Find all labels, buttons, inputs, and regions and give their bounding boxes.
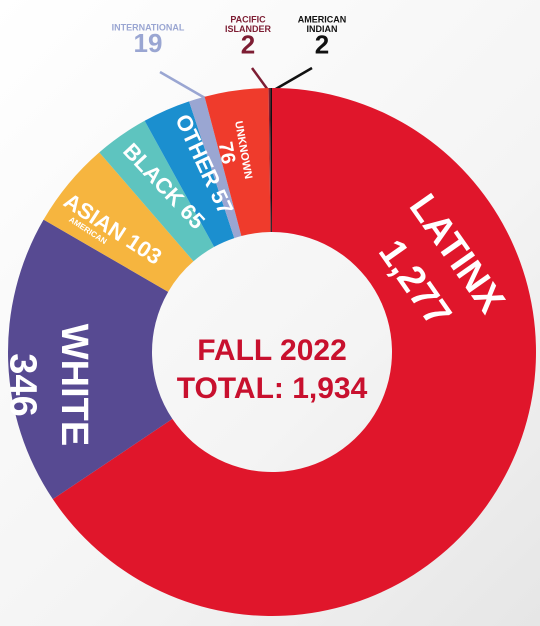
- category-name: INDIAN: [307, 24, 338, 34]
- category-name: WHITE: [53, 324, 95, 446]
- slice: [189, 96, 242, 239]
- value-label: 76: [214, 140, 240, 166]
- leader-line: [159, 70, 206, 100]
- slice: [43, 152, 194, 292]
- slice: [268, 88, 272, 233]
- category-name: PACIFIC: [230, 14, 266, 24]
- slice: [52, 88, 536, 616]
- slices: [8, 88, 536, 616]
- slice: [204, 88, 271, 236]
- slice: [99, 120, 215, 262]
- category-name: INTERNATIONAL: [112, 22, 185, 32]
- category-name: ISLANDER: [225, 24, 272, 34]
- value-label: 2: [241, 30, 255, 60]
- value-label: 346: [2, 353, 44, 416]
- value-label: 2: [315, 30, 329, 60]
- leader-line: [250, 67, 270, 91]
- center-total: TOTAL: 1,934: [177, 372, 368, 405]
- slice: [8, 219, 173, 500]
- value-label: 19: [134, 28, 163, 58]
- category-name: AMERICAN: [298, 14, 347, 24]
- leader-lines: [159, 66, 313, 100]
- center-title: FALL 2022: [197, 334, 347, 367]
- slice: [144, 101, 235, 247]
- slice: [270, 88, 272, 233]
- leader-line: [273, 66, 313, 92]
